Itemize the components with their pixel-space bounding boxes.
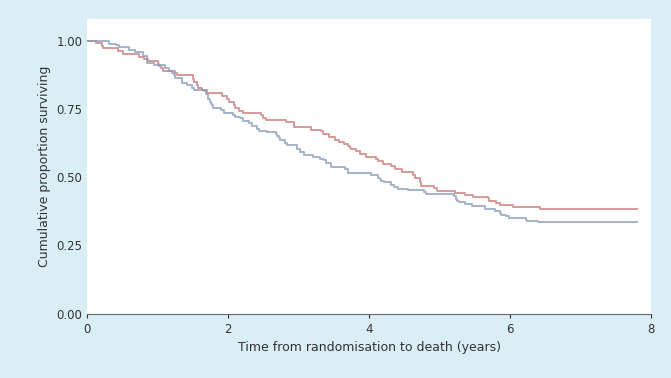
X-axis label: Time from randomisation to death (years): Time from randomisation to death (years) xyxy=(238,341,501,354)
Y-axis label: Cumulative proportion surviving: Cumulative proportion surviving xyxy=(38,66,51,267)
